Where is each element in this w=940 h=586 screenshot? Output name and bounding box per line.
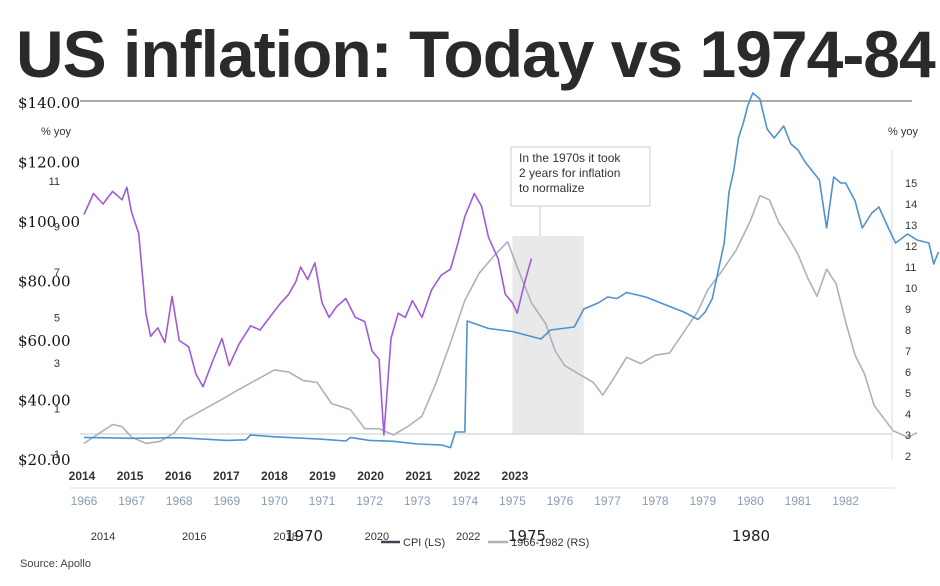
x-tick-bottom: 1982 bbox=[832, 494, 859, 508]
price-tick-label: $100.00 bbox=[18, 213, 80, 231]
x-tick-large: 1970 bbox=[285, 527, 323, 545]
price-tick-label: $120.00 bbox=[18, 154, 80, 172]
chart-title: US inflation: Today vs 1974-84 bbox=[16, 17, 936, 91]
x-tick-lower: 2014 bbox=[91, 531, 115, 543]
x-tick-bottom: 1976 bbox=[547, 494, 574, 508]
x-tick-bottom: 1972 bbox=[356, 494, 383, 508]
x-tick-large: 1980 bbox=[732, 527, 770, 545]
legend-label-1966-1982: 1966-1982 (RS) bbox=[511, 537, 589, 549]
x-tick-top: 2020 bbox=[357, 469, 384, 483]
x-tick-top: 2019 bbox=[309, 469, 336, 483]
left-axis-unit: % yoy bbox=[41, 126, 71, 138]
x-tick-large: 1975 bbox=[508, 527, 546, 545]
right-tick-label: 14 bbox=[905, 199, 917, 211]
x-tick-bottom: 1980 bbox=[737, 494, 764, 508]
left-tick-label: 1 bbox=[54, 404, 60, 416]
x-tick-top: 2022 bbox=[453, 469, 480, 483]
x-tick-bottom: 1968 bbox=[166, 494, 193, 508]
price-tick-label: $40.00 bbox=[18, 392, 71, 410]
x-tick-bottom: 1974 bbox=[451, 494, 478, 508]
right-tick-label: 11 bbox=[905, 262, 916, 274]
x-tick-bottom: 1981 bbox=[785, 494, 812, 508]
series-line-purple-overlay bbox=[83, 186, 533, 436]
right-tick-label: 6 bbox=[905, 367, 911, 379]
x-tick-bottom: 1969 bbox=[213, 494, 240, 508]
left-tick-label: 3 bbox=[54, 358, 60, 370]
left-tick-label: 11 bbox=[49, 176, 60, 188]
x-tick-top: 2017 bbox=[213, 469, 240, 483]
x-tick-bottom: 1966 bbox=[71, 494, 98, 508]
left-tick-label: 5 bbox=[54, 313, 60, 325]
source-note: Source: Apollo bbox=[20, 558, 91, 570]
right-tick-label: 5 bbox=[905, 388, 911, 400]
x-tick-top: 2021 bbox=[405, 469, 432, 483]
left-tick-label: 9 bbox=[54, 222, 60, 234]
series-line-1966-1982-rs bbox=[83, 194, 918, 445]
right-tick-label: 13 bbox=[905, 220, 917, 232]
x-tick-top: 2023 bbox=[502, 469, 529, 483]
right-tick-label: 8 bbox=[905, 325, 911, 337]
annotation-text: In the 1970s it took 2 years for inflatio… bbox=[519, 151, 621, 195]
right-tick-label: 10 bbox=[905, 283, 917, 295]
left-tick-label: 7 bbox=[54, 267, 60, 279]
x-tick-bottom: 1978 bbox=[642, 494, 669, 508]
right-tick-label: 7 bbox=[905, 346, 911, 358]
x-tick-bottom: 1970 bbox=[261, 494, 288, 508]
right-tick-label: 4 bbox=[905, 409, 911, 421]
price-tick-label: $60.00 bbox=[18, 332, 71, 350]
price-tick-label: $20.00 bbox=[18, 451, 71, 469]
x-tick-bottom: 1967 bbox=[118, 494, 145, 508]
x-tick-top: 2016 bbox=[165, 469, 192, 483]
annotation-box bbox=[510, 146, 651, 207]
x-tick-lower: 2018 bbox=[273, 531, 297, 543]
x-tick-top: 2014 bbox=[69, 469, 96, 483]
right-tick-label: 2 bbox=[905, 451, 911, 463]
price-tick-label: $140.00 bbox=[18, 94, 80, 112]
x-tick-bottom: 1971 bbox=[309, 494, 336, 508]
right-axis-unit: % yoy bbox=[888, 126, 918, 138]
x-tick-lower: 2016 bbox=[182, 531, 206, 543]
x-tick-lower: 2022 bbox=[456, 531, 480, 543]
right-tick-label: 15 bbox=[905, 178, 917, 190]
x-tick-bottom: 1975 bbox=[499, 494, 526, 508]
right-tick-label: 12 bbox=[905, 241, 917, 253]
x-tick-lower: 2020 bbox=[365, 531, 389, 543]
x-tick-top: 2015 bbox=[117, 469, 144, 483]
right-tick-label: 3 bbox=[905, 430, 911, 442]
x-tick-bottom: 1979 bbox=[689, 494, 716, 508]
right-tick-label: 9 bbox=[905, 304, 911, 316]
price-tick-label: $80.00 bbox=[18, 273, 71, 291]
x-tick-bottom: 1977 bbox=[594, 494, 621, 508]
legend-label-cpi: CPI (LS) bbox=[403, 537, 445, 549]
x-tick-top: 2018 bbox=[261, 469, 288, 483]
series-line-blue-overlay bbox=[83, 92, 940, 449]
x-tick-bottom: 1973 bbox=[404, 494, 431, 508]
left-tick-label: -1 bbox=[50, 449, 60, 461]
